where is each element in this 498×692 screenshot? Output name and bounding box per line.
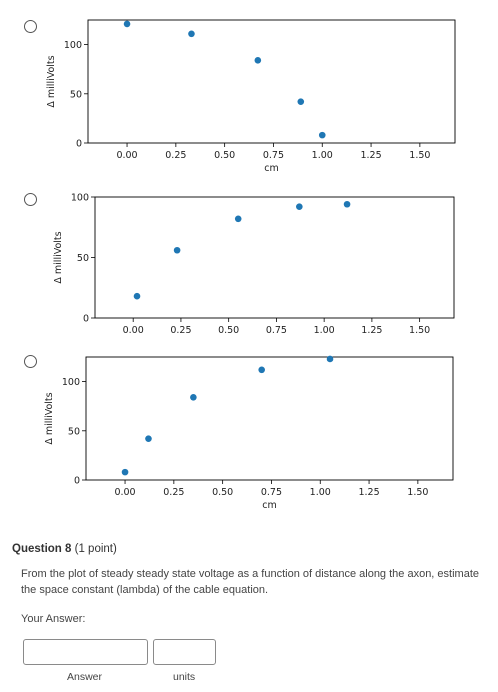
units-input[interactable] bbox=[153, 639, 216, 665]
data-point bbox=[343, 200, 351, 208]
x-tick-label: 0.25 bbox=[165, 150, 186, 161]
answer-input[interactable] bbox=[23, 639, 148, 665]
x-tick-label: 1.50 bbox=[409, 150, 430, 161]
data-point bbox=[173, 246, 181, 254]
x-tick-label: 1.50 bbox=[407, 487, 428, 498]
x-tick-label: 0.50 bbox=[218, 325, 239, 336]
data-point bbox=[123, 20, 131, 28]
question-title: Question 8 (1 point) bbox=[12, 543, 117, 555]
x-axis-label: cm bbox=[264, 163, 278, 174]
units-field-label: units bbox=[173, 671, 196, 683]
answer-field-label: Answer bbox=[67, 671, 103, 683]
data-point bbox=[188, 30, 195, 38]
chart-2: 0.00 0.25 0.50 0.75 1.00 1.25 1.50 0 50 100 Δ mill… bbox=[53, 193, 455, 336]
x-tick-label: 0.50 bbox=[212, 487, 233, 498]
chart-3: 0.00 0.25 0.50 0.75 1.00 1.25 1.50 0 50 100 cm Δ mi… bbox=[44, 355, 454, 511]
question-number: Question 8 bbox=[12, 543, 72, 555]
x-tick-label: 0.00 bbox=[123, 325, 144, 336]
chart-1: 0.00 0.25 0.50 0.75 1.00 1.25 1.50 0 50 100 cm Δ mi… bbox=[46, 19, 456, 174]
x-tick-label: 1.25 bbox=[360, 150, 381, 161]
data-point bbox=[145, 435, 152, 442]
data-point bbox=[318, 131, 326, 139]
x-tick-label: 1.25 bbox=[361, 325, 382, 336]
y-tick-label: 100 bbox=[71, 193, 89, 204]
y-tick-label: 0 bbox=[74, 476, 80, 487]
y-tick-label: 50 bbox=[68, 426, 80, 437]
question-points: (1 point) bbox=[74, 543, 117, 555]
y-tick-label: 50 bbox=[77, 253, 89, 264]
your-answer-label: Your Answer: bbox=[21, 613, 86, 625]
x-tick-label: 0.50 bbox=[214, 150, 235, 161]
data-point bbox=[326, 355, 334, 363]
x-axis-label: cm bbox=[262, 500, 276, 511]
y-tick-label: 0 bbox=[83, 314, 89, 325]
plot-frame bbox=[94, 196, 455, 319]
x-tick-label: 0.00 bbox=[114, 487, 135, 498]
data-point bbox=[254, 57, 262, 64]
answer-option-3: 0.00 0.25 0.50 0.75 1.00 1.25 1.50 0 50 100 cm Δ mi… bbox=[0, 350, 498, 530]
x-tick-label: 1.00 bbox=[314, 325, 335, 336]
x-tick-label: 0.75 bbox=[263, 150, 284, 161]
option-2-radio[interactable] bbox=[24, 193, 37, 206]
answer-option-2: 0.00 0.25 0.50 0.75 1.00 1.25 1.50 0 50 100 Δ mill… bbox=[0, 185, 498, 350]
y-axis-label: Δ milliVolts bbox=[44, 392, 55, 444]
y-tick-label: 0 bbox=[76, 139, 82, 150]
plot-frame bbox=[85, 356, 454, 481]
option-3-radio[interactable] bbox=[24, 355, 37, 368]
answer-option-1: 0.00 0.25 0.50 0.75 1.00 1.25 1.50 0 50 100 cm Δ mi… bbox=[0, 0, 498, 185]
y-tick-label: 100 bbox=[62, 377, 80, 388]
data-point bbox=[234, 215, 242, 223]
plot-frame bbox=[87, 19, 456, 144]
x-tick-label: 0.75 bbox=[266, 325, 287, 336]
x-tick-label: 1.00 bbox=[312, 150, 333, 161]
data-point bbox=[258, 366, 265, 374]
data-point bbox=[121, 468, 129, 476]
y-tick-label: 50 bbox=[70, 89, 82, 100]
y-tick-label: 100 bbox=[64, 40, 82, 51]
x-tick-label: 0.25 bbox=[163, 487, 184, 498]
x-tick-label: 1.00 bbox=[310, 487, 331, 498]
x-tick-label: 1.25 bbox=[358, 487, 379, 498]
data-point bbox=[190, 394, 197, 401]
y-axis-label: Δ milliVolts bbox=[46, 55, 57, 107]
data-point bbox=[133, 292, 141, 300]
x-tick-label: 0.00 bbox=[116, 150, 137, 161]
x-tick-label: 0.25 bbox=[170, 325, 191, 336]
question-text: From the plot of steady steady state vol… bbox=[21, 568, 479, 596]
x-tick-label: 1.50 bbox=[409, 325, 430, 336]
data-point bbox=[296, 203, 303, 210]
option-1-radio[interactable] bbox=[24, 20, 37, 33]
x-tick-label: 0.75 bbox=[261, 487, 282, 498]
y-axis-label: Δ milliVolts bbox=[53, 231, 64, 283]
data-point bbox=[297, 98, 305, 105]
